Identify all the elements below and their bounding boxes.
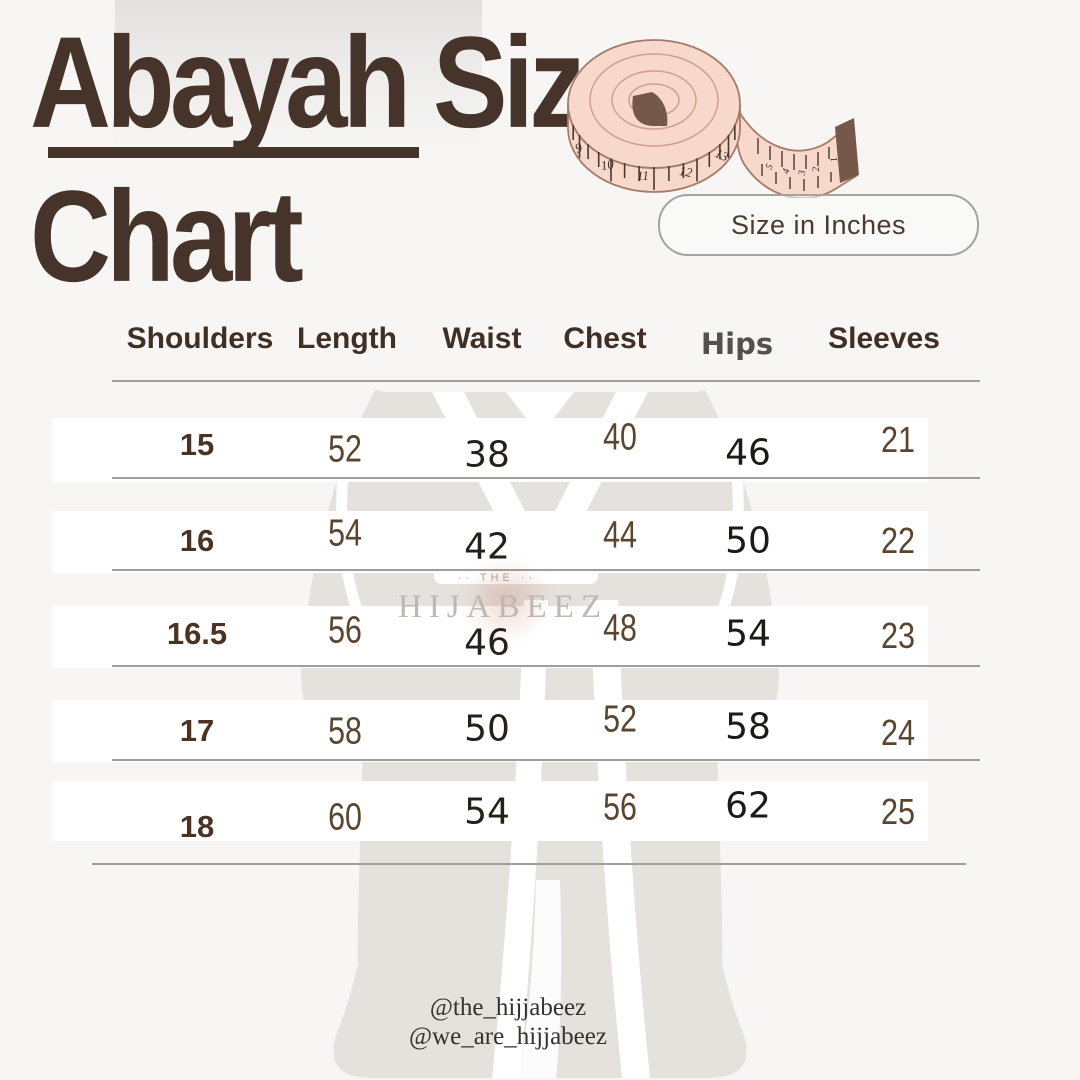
tape-coil-end — [632, 92, 668, 126]
column-header-sleeves: Sleeves — [828, 322, 940, 355]
tape-tip — [835, 118, 859, 183]
cell-waist: 42 — [464, 526, 510, 568]
header-rule — [112, 380, 980, 382]
cell-length: 58 — [328, 710, 362, 753]
svg-text:9: 9 — [573, 139, 585, 155]
cell-sleeves: 22 — [880, 520, 916, 561]
cell-waist: 50 — [464, 708, 510, 750]
robe-hem-flare-right — [630, 740, 747, 1078]
cell-chest: 56 — [603, 786, 637, 829]
brand-logo-blob — [462, 556, 552, 644]
column-header-chest: Chest — [563, 322, 647, 355]
cell-length: 52 — [328, 428, 362, 471]
row-band — [52, 781, 928, 841]
column-header-hips: Hips — [700, 327, 774, 361]
page-title-line1: Abayah Size — [30, 10, 643, 156]
cell-sleeves: 21 — [880, 419, 916, 460]
row-band — [52, 700, 928, 762]
row-rule — [112, 477, 980, 479]
row-rule — [112, 569, 980, 571]
row-rule — [112, 759, 980, 761]
cell-chest: 48 — [603, 607, 637, 650]
cell-sleeves: 25 — [880, 791, 916, 832]
svg-text:10: 10 — [600, 156, 616, 173]
instagram-handle-secondary: @we_are_hijjabeez — [409, 1023, 607, 1050]
column-header-shoulders: Shoulders — [126, 322, 274, 355]
table-row: 16 54 42 44 50 22 — [0, 511, 1080, 573]
watermark-brand-name: HIJABEEZ — [398, 589, 608, 625]
cell-shoulders: 17 — [179, 713, 215, 748]
cell-length: 56 — [328, 609, 362, 652]
column-header-waist: Waist — [442, 322, 522, 355]
top-gradient-band — [115, 0, 482, 150]
cell-hips: 54 — [725, 613, 771, 655]
row-band — [52, 511, 928, 573]
svg-text:12: 12 — [678, 163, 694, 180]
instagram-handle-primary: @the_hijjabeez — [429, 994, 587, 1021]
watermark-the-label: ·· THE ·· — [457, 572, 537, 584]
robe-neck-opening — [506, 392, 574, 436]
cell-chest: 52 — [603, 698, 637, 741]
cell-hips: 58 — [725, 706, 771, 748]
cell-length: 54 — [328, 512, 362, 555]
robe-center-gap — [518, 880, 562, 1078]
svg-text:4: 4 — [781, 168, 793, 176]
cell-sleeves: 23 — [880, 615, 916, 656]
svg-text:11: 11 — [637, 168, 650, 183]
column-header-length: Length — [297, 322, 397, 355]
svg-text:3: 3 — [797, 170, 808, 177]
cell-waist: 38 — [464, 434, 510, 476]
cell-shoulders: 15 — [179, 427, 215, 462]
table-row: 15 52 38 40 46 21 — [0, 416, 1080, 482]
table-row: 16.5 56 46 48 54 23 — [0, 606, 1080, 668]
cell-hips: 50 — [725, 520, 771, 562]
page-title-line2: Chart — [30, 164, 304, 310]
cell-waist: 46 — [464, 622, 510, 664]
cell-chest: 44 — [603, 514, 637, 557]
measuring-tape-icon: 5 4 3 2 1 9 10 11 12 13 — [567, 39, 859, 198]
cell-shoulders: 16 — [179, 523, 215, 558]
cell-length: 60 — [328, 796, 362, 839]
cell-sleeves: 24 — [880, 712, 916, 753]
cell-chest: 40 — [603, 416, 637, 459]
cell-hips: 62 — [725, 785, 771, 827]
cell-hips: 46 — [725, 432, 771, 474]
size-unit-badge: Size in Inches — [658, 194, 979, 256]
robe-hem-flare-left — [333, 740, 450, 1078]
svg-text:13: 13 — [713, 145, 731, 164]
svg-text:2: 2 — [811, 166, 822, 172]
cell-waist: 54 — [464, 791, 510, 833]
title-underline — [48, 147, 419, 158]
table-row: 17 58 50 52 58 24 — [0, 698, 1080, 762]
svg-text:5: 5 — [764, 162, 776, 171]
table-row: 18 60 54 56 62 25 — [0, 781, 1080, 845]
svg-text:1: 1 — [829, 156, 841, 163]
row-band — [52, 606, 928, 668]
cell-shoulders: 16.5 — [166, 616, 228, 651]
bottom-rule — [92, 863, 966, 865]
row-rule — [112, 665, 980, 667]
row-band — [52, 418, 928, 482]
cell-shoulders: 18 — [179, 809, 215, 844]
